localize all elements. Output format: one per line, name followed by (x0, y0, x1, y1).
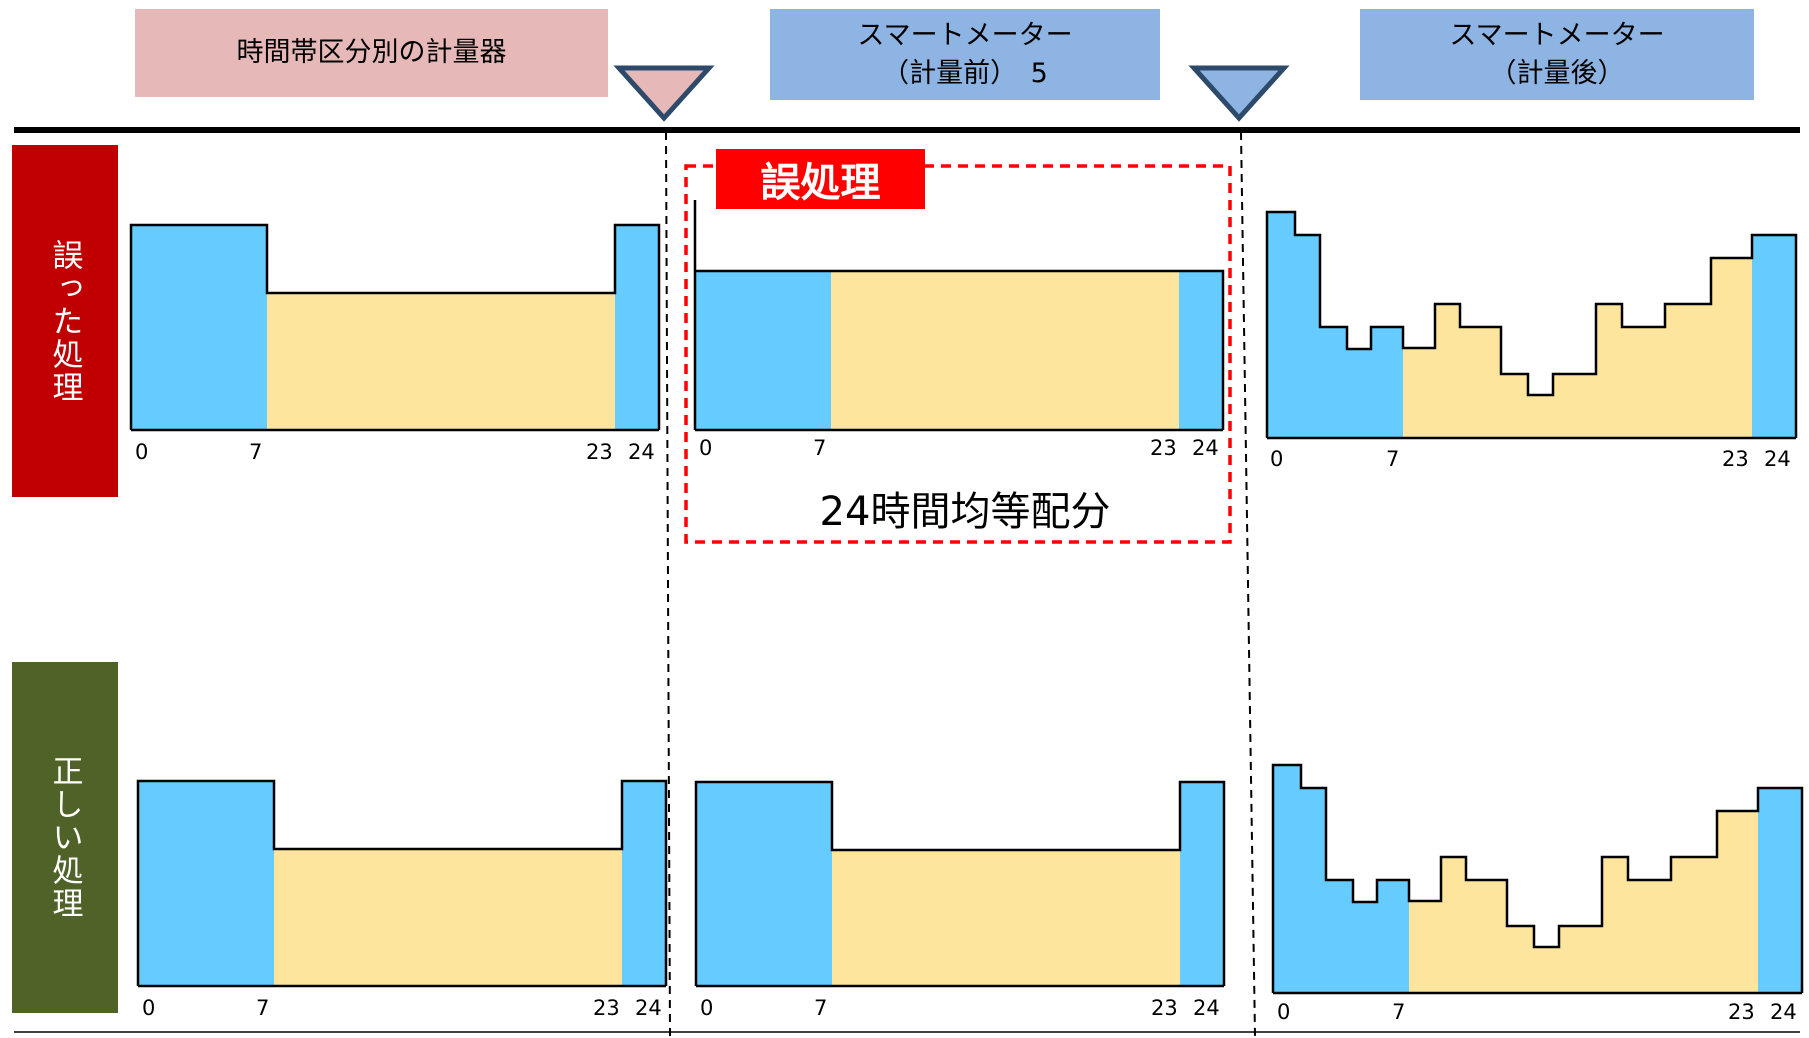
row-label-correct-text: 正しい処理 (46, 755, 83, 920)
tick-7: 7 (256, 996, 270, 1020)
tick-23: 23 (593, 996, 620, 1020)
error-frame (684, 164, 1232, 544)
row-label-correct: 正しい処理 (12, 662, 118, 1013)
error-tag-text: 誤処理 (760, 160, 881, 206)
header-after-line1: スマートメーター (1449, 19, 1665, 51)
chart-meter-correct (136, 779, 668, 988)
tick-23: 23 (1151, 996, 1178, 1020)
tick-0: 0 (699, 436, 713, 460)
chart-after-wrong (1265, 210, 1798, 440)
tick-0: 0 (1277, 1000, 1291, 1024)
tick-24: 24 (1192, 436, 1219, 460)
tick-7: 7 (249, 440, 263, 464)
tick-23: 23 (586, 440, 613, 464)
tick-7: 7 (814, 996, 828, 1020)
tick-23: 23 (1722, 447, 1749, 471)
tick-7: 7 (1392, 1000, 1406, 1024)
error-tag: 誤処理 (716, 149, 925, 209)
tick-7: 7 (813, 436, 827, 460)
row-label-wrong: 誤った処理 (12, 145, 118, 497)
divider-2 (1240, 131, 1256, 1037)
triangle-marker-blue (1188, 65, 1290, 122)
header-smart-meter-after: スマートメーター （計量後） (1360, 9, 1754, 100)
chart-meter-wrong (129, 223, 661, 432)
header-period-meter-label: 時間帯区分別の計量器 (236, 37, 507, 68)
header-period-meter: 時間帯区分別の計量器 (135, 9, 608, 97)
tick-0: 0 (135, 440, 149, 464)
tick-0: 0 (700, 996, 714, 1020)
row-label-wrong-text: 誤った処理 (46, 238, 83, 404)
tick-24: 24 (1193, 996, 1220, 1020)
even-allocation-caption: 24時間均等配分 (819, 489, 1111, 535)
tick-0: 0 (1270, 447, 1284, 471)
tick-24: 24 (1770, 1000, 1797, 1024)
divider-1 (665, 131, 671, 1037)
header-after-line2: （計量後） (1489, 57, 1625, 89)
tick-0: 0 (142, 996, 156, 1020)
tick-24: 24 (1764, 447, 1791, 471)
tick-24: 24 (635, 996, 662, 1020)
tick-24: 24 (628, 440, 655, 464)
chart-before-correct (694, 780, 1226, 988)
chart-before-wrong (693, 200, 1225, 432)
header-before-line1: スマートメーター (857, 19, 1073, 51)
header-smart-meter-before: スマートメーター （計量前） 5 (770, 9, 1160, 100)
tick-7: 7 (1386, 447, 1400, 471)
triangle-marker-pink (613, 65, 715, 122)
tick-23: 23 (1150, 436, 1177, 460)
header-before-line2: （計量前） 5 (882, 57, 1048, 89)
chart-after-correct (1271, 763, 1804, 995)
tick-23: 23 (1728, 1000, 1755, 1024)
